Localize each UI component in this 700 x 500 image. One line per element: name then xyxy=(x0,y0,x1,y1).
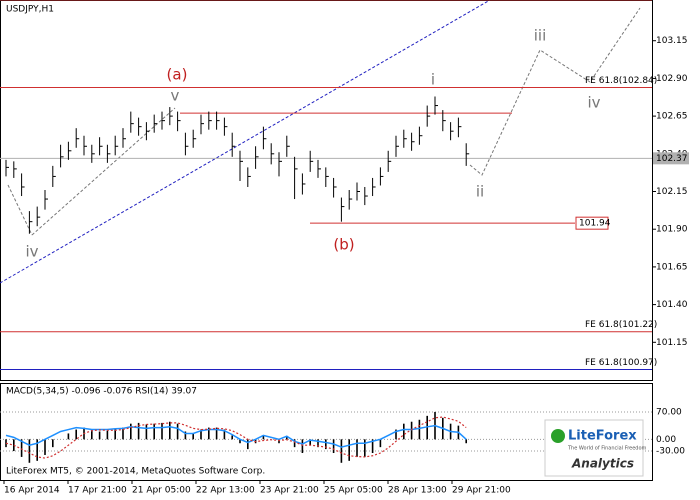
y-tick-label: 102.90 xyxy=(656,74,688,84)
level-label: FE 61.8(102.84) xyxy=(585,76,657,86)
x-tick-label: 21 Apr 05:00 xyxy=(132,486,191,496)
indicator-header: MACD(5,34,5) -0.096 -0.076 RSI(14) 39.07 xyxy=(6,387,197,397)
x-tick-label: 17 Apr 21:00 xyxy=(68,486,127,496)
y-tick-label: 102.15 xyxy=(656,187,688,197)
indicator-tick-label: 70.00 xyxy=(656,407,682,417)
wave-path xyxy=(469,7,641,176)
level-label: FE 61.8(100.97) xyxy=(585,358,657,368)
logo-box xyxy=(544,419,644,477)
trend-line xyxy=(0,0,491,284)
logo-icon xyxy=(551,429,565,443)
wave-label: i xyxy=(431,71,435,89)
price-box xyxy=(575,216,609,230)
wave-path xyxy=(7,184,33,236)
y-tick-label: 101.15 xyxy=(656,338,688,348)
wave-label: ii xyxy=(476,183,484,201)
price-label: 101.94 xyxy=(579,219,611,229)
x-tick-label: 29 Apr 21:00 xyxy=(452,486,511,496)
wave-label: (b) xyxy=(333,236,354,254)
y-tick-label: 103.15 xyxy=(656,36,688,46)
wave-label: iii xyxy=(534,27,547,45)
indicator-tick-label: -30.00 xyxy=(656,447,685,457)
x-tick-label: 16 Apr 2014 xyxy=(4,486,60,496)
x-tick-label: 22 Apr 13:00 xyxy=(196,486,255,496)
y-tick-label: 101.65 xyxy=(656,262,688,272)
indicator-tick-label: 0.00 xyxy=(656,435,676,445)
y-tick-label: 102.65 xyxy=(656,112,688,122)
footer: LiteForex MT5, © 2001-2014, MetaQuotes S… xyxy=(6,467,265,477)
price-label: 102.37 xyxy=(656,154,688,164)
wave-label: iv xyxy=(25,243,38,261)
logo-product: Analytics xyxy=(571,457,634,471)
chart-title: USDJPY,H1 xyxy=(6,5,54,15)
wave-path xyxy=(31,107,176,236)
price-box xyxy=(653,152,689,165)
logo-brand: LiteForex xyxy=(568,429,637,444)
y-tick-label: 101.40 xyxy=(656,300,688,310)
wave-label: v xyxy=(171,87,180,105)
x-tick-label: 23 Apr 21:00 xyxy=(260,486,319,496)
x-tick-label: 25 Apr 05:00 xyxy=(324,486,383,496)
logo-tagline: The World of Financial Freedom xyxy=(567,446,647,452)
x-tick-label: 28 Apr 13:00 xyxy=(388,486,447,496)
indicator-line xyxy=(5,416,467,459)
y-tick-label: 101.90 xyxy=(656,225,688,235)
indicator-panel xyxy=(0,383,653,481)
logo: LiteForex The World of Financial Freedom… xyxy=(544,419,647,477)
level-label: FE 61.8(101.22) xyxy=(585,320,657,330)
indicator-line xyxy=(5,424,467,448)
wave-label: (a) xyxy=(167,66,188,84)
wave-label: iv xyxy=(587,94,600,112)
